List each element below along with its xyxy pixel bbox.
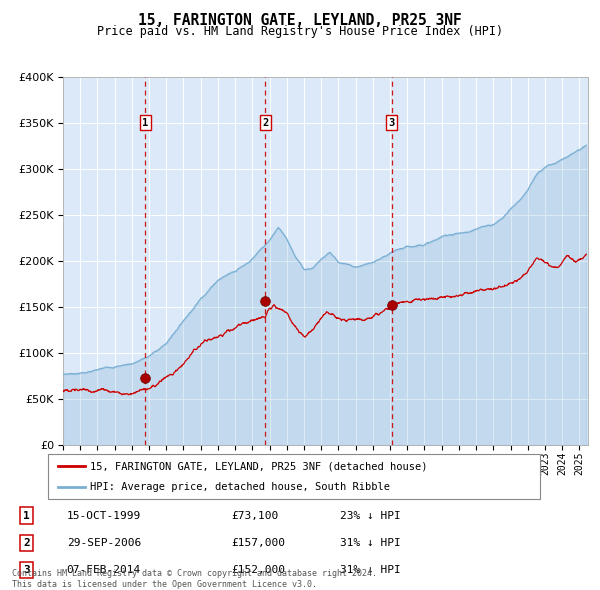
Text: 31% ↓ HPI: 31% ↓ HPI <box>340 565 401 575</box>
Text: 3: 3 <box>389 118 395 128</box>
Text: 31% ↓ HPI: 31% ↓ HPI <box>340 538 401 548</box>
Text: Contains HM Land Registry data © Crown copyright and database right 2024.
This d: Contains HM Land Registry data © Crown c… <box>12 569 377 589</box>
Text: HPI: Average price, detached house, South Ribble: HPI: Average price, detached house, Sout… <box>90 481 390 491</box>
Text: 2: 2 <box>262 118 268 128</box>
Text: 07-FEB-2014: 07-FEB-2014 <box>67 565 141 575</box>
Text: Price paid vs. HM Land Registry's House Price Index (HPI): Price paid vs. HM Land Registry's House … <box>97 25 503 38</box>
Text: £152,000: £152,000 <box>231 565 285 575</box>
FancyBboxPatch shape <box>48 454 540 499</box>
Text: 23% ↓ HPI: 23% ↓ HPI <box>340 510 401 520</box>
Text: 2: 2 <box>23 538 30 548</box>
Text: £157,000: £157,000 <box>231 538 285 548</box>
Text: 3: 3 <box>23 565 30 575</box>
Text: 1: 1 <box>23 510 30 520</box>
Text: 29-SEP-2006: 29-SEP-2006 <box>67 538 141 548</box>
Text: 15, FARINGTON GATE, LEYLAND, PR25 3NF (detached house): 15, FARINGTON GATE, LEYLAND, PR25 3NF (d… <box>90 461 427 471</box>
Text: 1: 1 <box>142 118 149 128</box>
Text: 15, FARINGTON GATE, LEYLAND, PR25 3NF: 15, FARINGTON GATE, LEYLAND, PR25 3NF <box>138 13 462 28</box>
Text: £73,100: £73,100 <box>231 510 278 520</box>
Text: 15-OCT-1999: 15-OCT-1999 <box>67 510 141 520</box>
